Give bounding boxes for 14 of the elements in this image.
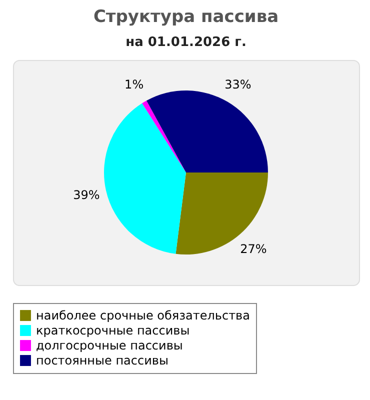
data-label: 33% <box>224 78 252 92</box>
chart-title: Структура пассива <box>93 7 279 27</box>
data-label: 27% <box>240 242 267 256</box>
pie-slice <box>142 100 186 172</box>
legend-label: краткосрочные пассивы <box>36 324 190 338</box>
pie-slice <box>146 90 268 172</box>
data-label: 39% <box>73 188 100 202</box>
pie-slice <box>176 172 268 254</box>
chart-subtitle: на 01.01.2026 г. <box>126 35 246 50</box>
legend-label: долгосрочные пассивы <box>36 338 183 352</box>
legend-label: постоянные пассивы <box>36 354 168 368</box>
legend-label: наиболее срочные обязательства <box>36 308 250 322</box>
data-label: 1% <box>124 78 144 92</box>
pie-slice <box>104 103 186 254</box>
